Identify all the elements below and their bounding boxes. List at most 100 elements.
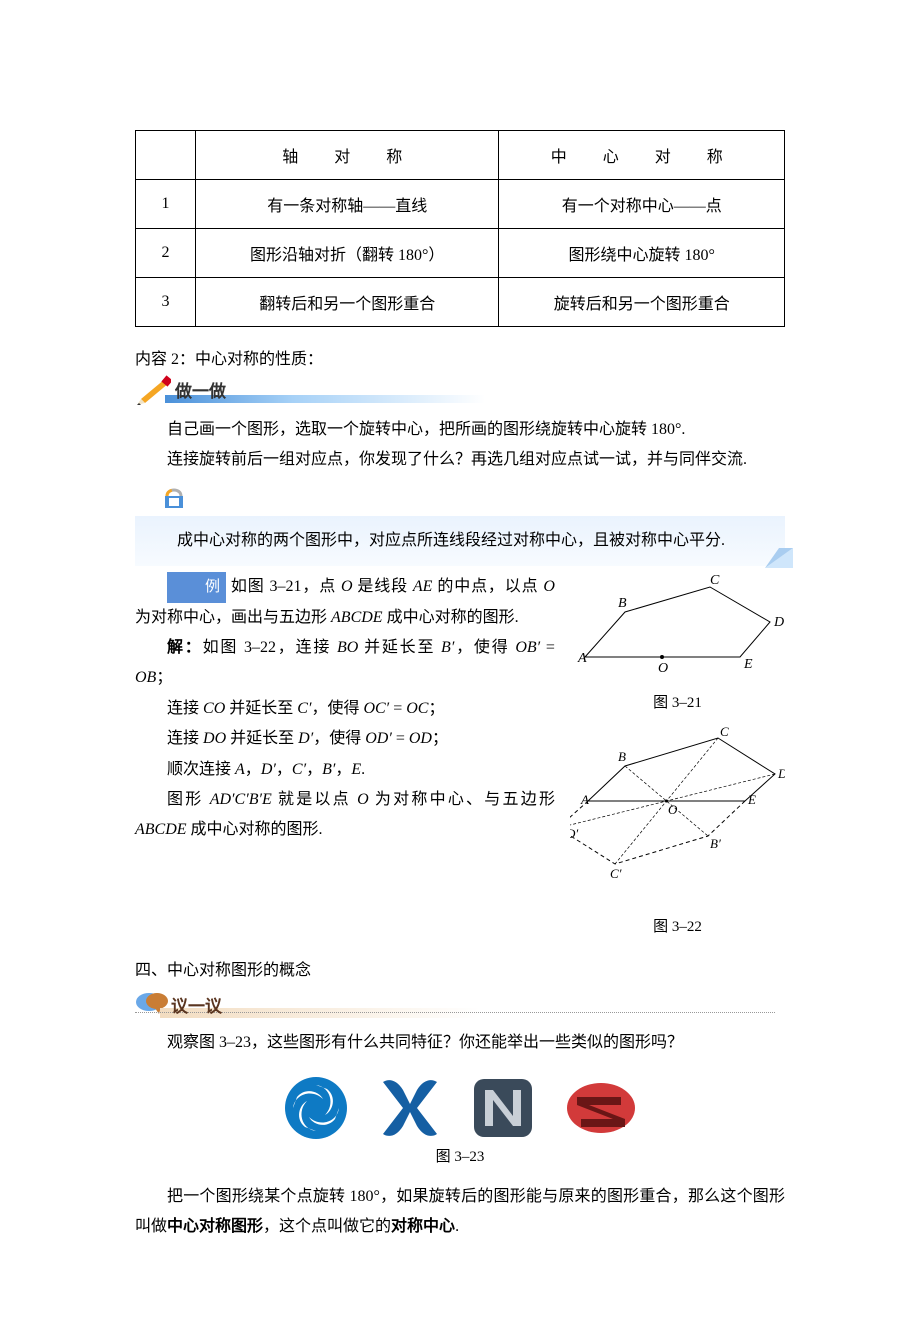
row-index: 3: [136, 278, 196, 327]
var-ABCDE: ABCDE: [135, 821, 187, 838]
semi: ；: [432, 730, 448, 747]
discuss-dotline: [135, 1012, 775, 1014]
lbl-D: D: [773, 615, 784, 630]
var-O: O: [543, 578, 555, 595]
lbl-C: C: [720, 726, 729, 739]
lbl-A: A: [577, 651, 587, 666]
t: 并延长至: [226, 730, 298, 747]
cell-central: 旋转后和另一个图形重合: [499, 278, 785, 327]
semi: ；: [156, 669, 172, 686]
v: E: [351, 761, 361, 778]
discuss-prompt: 观察图 3–23，这些图形有什么共同特征？你还能举出一些类似的图形吗？: [135, 1028, 785, 1058]
lbl-B: B: [618, 749, 626, 764]
example-two-column: 例 如图 3–21，点 O 是线段 AE 的中点，以点 O 为对称中心，画出与五…: [135, 572, 785, 936]
eq: =: [389, 700, 406, 717]
cell-axial: 图形沿轴对折（翻转 180°）: [196, 229, 499, 278]
def-end: .: [455, 1218, 459, 1235]
var-DO: DO: [203, 730, 226, 747]
eq-l: OB′: [515, 639, 540, 656]
figures-column: A B C D E O 图 3–21 A B C D E O: [570, 572, 785, 936]
example-badge: 例: [167, 572, 226, 603]
c: ，: [335, 761, 351, 778]
table-header-central: 中 心 对 称: [499, 131, 785, 180]
t: 成中心对称的图形.: [383, 609, 519, 626]
table-header-blank: [136, 131, 196, 180]
t: 的中点，以点: [432, 578, 543, 595]
var-O: O: [357, 791, 369, 808]
eq-r: OC: [406, 700, 428, 717]
discuss-banner: 议一议: [135, 990, 785, 1020]
t: 图形: [167, 791, 210, 808]
var-Bp: B′: [441, 639, 454, 656]
eq: =: [540, 639, 555, 656]
example-text-column: 例 如图 3–21，点 O 是线段 AE 的中点，以点 O 为对称中心，画出与五…: [135, 572, 555, 936]
lbl-C: C: [710, 573, 720, 588]
def-mid: ，这个点叫做它的: [263, 1218, 391, 1235]
cell-central: 图形绕中心旋转 180°: [499, 229, 785, 278]
t: 是线段: [353, 578, 413, 595]
example-prompt: 例 如图 3–21，点 O 是线段 AE 的中点，以点 O 为对称中心，画出与五…: [135, 572, 555, 633]
t: 并延长至: [358, 639, 441, 656]
v: B′: [322, 761, 335, 778]
cell-axial: 有一条对称轴——直线: [196, 180, 499, 229]
v: A: [235, 761, 245, 778]
figure-3-21: A B C D E O: [570, 572, 785, 687]
doit-label: 做一做: [175, 377, 226, 402]
logo-x-icon: [379, 1076, 441, 1140]
var-BO: BO: [337, 639, 358, 656]
cell-central: 有一个对称中心——点: [499, 180, 785, 229]
logo-z-icon: [565, 1081, 637, 1135]
logo-row: [135, 1075, 785, 1141]
v: D′: [261, 761, 276, 778]
def-term1: 中心对称图形: [167, 1218, 263, 1235]
solution-line1: 解：如图 3–22，连接 BO 并延长至 B′，使得 OB′ = OB；: [135, 633, 555, 694]
eq: =: [392, 730, 409, 747]
eq-l: OD′: [365, 730, 392, 747]
t: 如图 3–22，连接: [203, 639, 337, 656]
var-ABCDE: ABCDE: [331, 609, 383, 626]
lbl-E: E: [747, 792, 756, 807]
lbl-B: B: [618, 596, 627, 611]
solution-line2: 连接 CO 并延长至 C′，使得 OC′ = OC；: [135, 694, 555, 724]
figure-3-22: A B C D E O B′ C′ D′: [570, 726, 785, 911]
lbl-Bp: B′: [710, 836, 721, 851]
logo-n-icon: [471, 1076, 535, 1140]
t: ，使得: [313, 730, 365, 747]
lbl-Dp: D′: [570, 826, 578, 841]
comparison-table: 轴 对 称 中 心 对 称 1 有一条对称轴——直线 有一个对称中心——点 2 …: [135, 130, 785, 327]
var-ADCBE: AD′C′B′E: [210, 791, 272, 808]
fig323-caption: 图 3–23: [135, 1145, 785, 1166]
def-term2: 对称中心: [391, 1218, 455, 1235]
v: C′: [292, 761, 306, 778]
t: 成中心对称的图形.: [187, 821, 323, 838]
corner-fold-icon: [765, 548, 793, 568]
section2-label: 内容 2：中心对称的性质：: [135, 345, 785, 369]
conclusion-text: 成中心对称的两个图形中，对应点所连线段经过对称中心，且被对称中心平分.: [145, 526, 775, 556]
var-CO: CO: [203, 700, 225, 717]
t: 连接: [167, 730, 203, 747]
conclusion-box: 成中心对称的两个图形中，对应点所连线段经过对称中心，且被对称中心平分.: [135, 516, 785, 566]
doit-paragraph1: 自己画一个图形，选取一个旋转中心，把所画的图形绕旋转中心旋转 180°.: [135, 415, 785, 445]
t: ，使得: [454, 639, 515, 656]
table-row: 3 翻转后和另一个图形重合 旋转后和另一个图形重合: [136, 278, 785, 327]
doit-banner: 做一做: [135, 375, 785, 407]
t: 为对称中心，画出与五边形: [135, 609, 331, 626]
logo-swirl-icon: [283, 1075, 349, 1141]
table-row: 1 有一条对称轴——直线 有一个对称中心——点: [136, 180, 785, 229]
var-Cp: C′: [297, 700, 311, 717]
eq-r: OB: [135, 669, 156, 686]
var-AE: AE: [413, 578, 433, 595]
c: ，: [276, 761, 292, 778]
lbl-D: D: [777, 766, 785, 781]
lbl-A: A: [580, 792, 589, 807]
var-Dp: D′: [298, 730, 313, 747]
definition-paragraph: 把一个图形绕某个点旋转 180°，如果旋转后的图形能与原来的图形重合，那么这个图…: [135, 1182, 785, 1243]
t: 为对称中心、与五边形: [369, 791, 555, 808]
lbl-E: E: [743, 657, 753, 672]
t: 顺次连接: [167, 761, 235, 778]
row-index: 2: [136, 229, 196, 278]
c: ，: [306, 761, 322, 778]
solution-label: 解：: [167, 639, 203, 656]
var-O: O: [341, 578, 353, 595]
solution-line3: 连接 DO 并延长至 D′，使得 OD′ = OD；: [135, 724, 555, 754]
